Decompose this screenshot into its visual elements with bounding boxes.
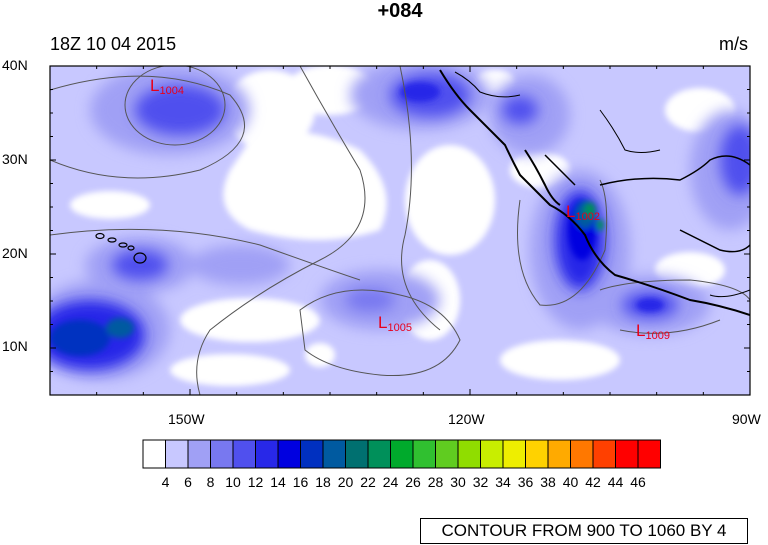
- colorbar-label: 8: [206, 474, 215, 490]
- colorbar-label: 38: [540, 474, 556, 490]
- colorbar-label: 36: [517, 474, 534, 490]
- colorbar-label: 28: [427, 474, 444, 490]
- colorbar-label: 26: [405, 474, 421, 490]
- axis-ticks: [49, 65, 751, 396]
- colorbar-label: 24: [382, 474, 399, 490]
- lon-label-90w: 90W: [732, 411, 761, 427]
- lat-label-40n: 40N: [2, 57, 28, 73]
- colorbar-label: 20: [337, 474, 354, 490]
- lon-label-120w: 120W: [448, 411, 485, 427]
- lon-label-150w: 150W: [168, 411, 205, 427]
- units-label: m/s: [719, 34, 748, 54]
- valid-time-label: 18Z 10 04 2015: [50, 34, 177, 54]
- low-pressure-marker: L1009: [636, 321, 670, 342]
- hawaii-islands: [95, 232, 147, 264]
- lat-label-10n: 10N: [2, 338, 28, 354]
- contour-info-box: CONTOUR FROM 900 TO 1060 BY 4: [420, 518, 748, 544]
- colorbar-label: 6: [184, 474, 192, 490]
- colorbar-label: 12: [247, 474, 264, 490]
- colorbar-label: 42: [585, 474, 601, 490]
- colorbar-label: 46: [630, 474, 646, 490]
- colorbar-label: 10: [225, 474, 241, 490]
- colorbar-label: 4: [161, 474, 170, 490]
- low-pressure-marker: L1004: [150, 76, 184, 97]
- pressure-contours: [50, 66, 750, 395]
- shaded-wind-field: [50, 66, 750, 395]
- colorbar-label: 40: [562, 474, 579, 490]
- colorbar-label: 30: [450, 474, 466, 490]
- colorbar-label: 18: [315, 474, 331, 490]
- colorbar-label: 16: [292, 474, 309, 490]
- lat-label-20n: 20N: [2, 245, 28, 261]
- coastlines: [439, 69, 750, 316]
- wind-speed-map: [49, 65, 751, 396]
- forecast-hour-title: +084: [377, 0, 423, 22]
- low-pressure-marker: L1005: [378, 313, 412, 334]
- colorbar-label: 14: [270, 474, 286, 490]
- colorbar-label: 34: [495, 474, 511, 490]
- lat-label-30n: 30N: [2, 151, 28, 167]
- low-pressure-marker: L1002: [566, 202, 600, 223]
- colorbar-label: 32: [472, 474, 489, 490]
- colorbar-label: 22: [360, 474, 376, 490]
- colorbar-label: 44: [607, 474, 624, 490]
